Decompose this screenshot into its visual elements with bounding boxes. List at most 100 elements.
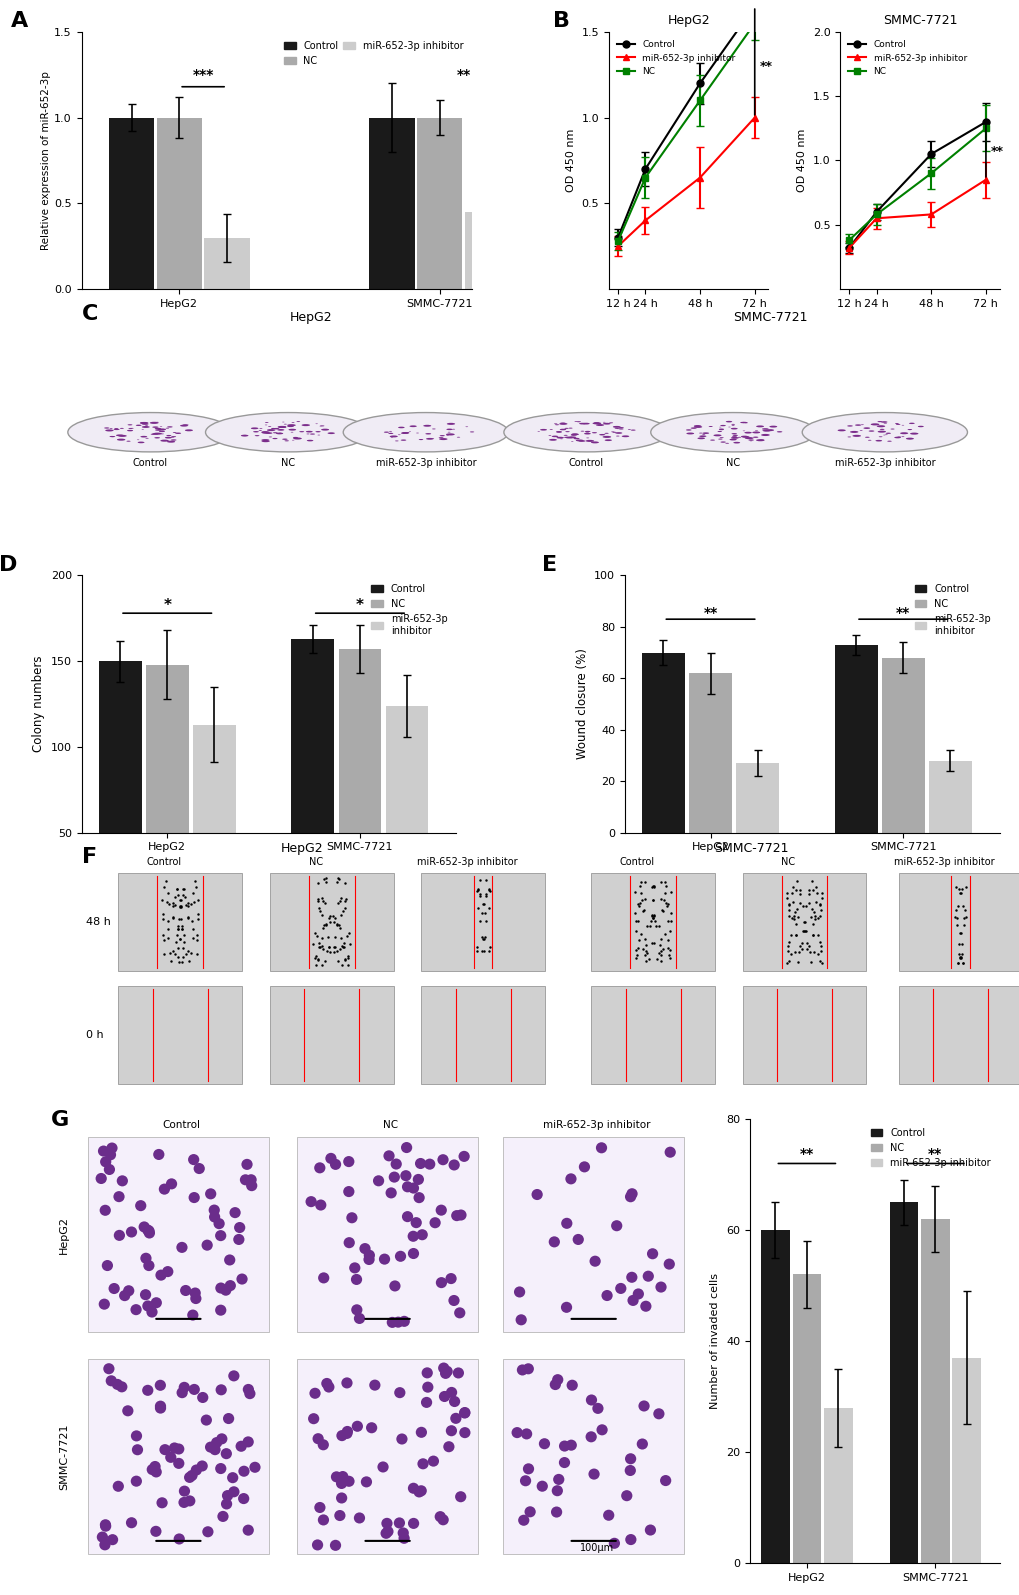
Ellipse shape bbox=[408, 1483, 419, 1495]
Ellipse shape bbox=[614, 1282, 626, 1294]
Ellipse shape bbox=[113, 1191, 124, 1203]
Ellipse shape bbox=[551, 435, 557, 437]
Ellipse shape bbox=[733, 442, 740, 443]
Ellipse shape bbox=[228, 1370, 239, 1381]
Ellipse shape bbox=[664, 1147, 676, 1158]
Ellipse shape bbox=[215, 1230, 226, 1241]
Ellipse shape bbox=[423, 424, 431, 427]
Ellipse shape bbox=[312, 1539, 323, 1550]
Text: NC: NC bbox=[781, 857, 795, 868]
Ellipse shape bbox=[318, 1514, 329, 1525]
Ellipse shape bbox=[141, 435, 147, 437]
FancyBboxPatch shape bbox=[591, 986, 714, 1083]
Text: B: B bbox=[552, 11, 570, 32]
Text: 0 h: 0 h bbox=[87, 1030, 104, 1040]
Ellipse shape bbox=[401, 432, 409, 434]
Ellipse shape bbox=[538, 1439, 549, 1450]
Ellipse shape bbox=[558, 1440, 570, 1451]
Ellipse shape bbox=[106, 1375, 117, 1386]
Bar bbox=[385, 705, 428, 919]
Ellipse shape bbox=[512, 1428, 523, 1439]
Ellipse shape bbox=[351, 1305, 362, 1316]
Ellipse shape bbox=[323, 1381, 334, 1392]
Ellipse shape bbox=[114, 1230, 125, 1241]
Ellipse shape bbox=[187, 1309, 199, 1321]
Ellipse shape bbox=[227, 1472, 238, 1483]
FancyBboxPatch shape bbox=[118, 872, 243, 971]
Text: SMMC-7721: SMMC-7721 bbox=[732, 311, 807, 324]
Ellipse shape bbox=[278, 426, 286, 427]
Ellipse shape bbox=[625, 1191, 636, 1203]
Ellipse shape bbox=[142, 423, 149, 424]
Bar bbox=[204, 238, 250, 289]
Ellipse shape bbox=[189, 1191, 200, 1203]
Ellipse shape bbox=[408, 1518, 419, 1530]
Ellipse shape bbox=[439, 1369, 450, 1380]
Bar bbox=[760, 1230, 789, 1563]
Ellipse shape bbox=[652, 1408, 663, 1420]
Ellipse shape bbox=[415, 1158, 426, 1169]
Ellipse shape bbox=[103, 1364, 114, 1375]
Ellipse shape bbox=[601, 1290, 612, 1302]
Ellipse shape bbox=[98, 1145, 109, 1156]
Ellipse shape bbox=[341, 1428, 353, 1439]
Ellipse shape bbox=[760, 434, 769, 435]
Ellipse shape bbox=[131, 1443, 143, 1455]
Text: *: * bbox=[356, 598, 364, 612]
Ellipse shape bbox=[277, 429, 284, 431]
Ellipse shape bbox=[614, 432, 622, 434]
Ellipse shape bbox=[454, 1209, 466, 1220]
Ellipse shape bbox=[612, 426, 621, 427]
Ellipse shape bbox=[242, 1160, 253, 1171]
Ellipse shape bbox=[142, 1225, 153, 1236]
Ellipse shape bbox=[731, 437, 738, 439]
Ellipse shape bbox=[68, 413, 233, 451]
Ellipse shape bbox=[190, 1287, 201, 1298]
Ellipse shape bbox=[160, 440, 168, 442]
Ellipse shape bbox=[122, 1405, 133, 1416]
Ellipse shape bbox=[329, 1160, 340, 1169]
Bar bbox=[338, 649, 381, 919]
Ellipse shape bbox=[220, 1448, 231, 1459]
Ellipse shape bbox=[390, 1158, 401, 1169]
Ellipse shape bbox=[413, 1487, 424, 1498]
Ellipse shape bbox=[663, 1258, 675, 1270]
FancyBboxPatch shape bbox=[591, 872, 714, 971]
Ellipse shape bbox=[165, 1451, 176, 1463]
FancyBboxPatch shape bbox=[898, 986, 1019, 1083]
Ellipse shape bbox=[246, 1180, 257, 1191]
Ellipse shape bbox=[215, 1282, 226, 1294]
Ellipse shape bbox=[592, 423, 601, 424]
Ellipse shape bbox=[150, 1526, 161, 1538]
Y-axis label: Number of invaded cells: Number of invaded cells bbox=[709, 1273, 719, 1408]
Ellipse shape bbox=[640, 1300, 651, 1311]
Ellipse shape bbox=[755, 426, 763, 427]
Ellipse shape bbox=[189, 1384, 200, 1396]
Text: Control: Control bbox=[569, 458, 603, 469]
Ellipse shape bbox=[755, 439, 764, 442]
Ellipse shape bbox=[335, 1479, 346, 1490]
Text: 100μm: 100μm bbox=[579, 1544, 613, 1554]
Ellipse shape bbox=[650, 413, 815, 451]
Ellipse shape bbox=[112, 1378, 123, 1389]
Ellipse shape bbox=[560, 1217, 572, 1228]
Ellipse shape bbox=[351, 1274, 362, 1286]
Ellipse shape bbox=[571, 434, 578, 435]
Ellipse shape bbox=[409, 426, 417, 427]
Ellipse shape bbox=[306, 431, 313, 432]
Ellipse shape bbox=[590, 442, 598, 443]
Ellipse shape bbox=[427, 1456, 438, 1467]
Ellipse shape bbox=[558, 423, 567, 424]
Ellipse shape bbox=[180, 1286, 192, 1297]
Ellipse shape bbox=[119, 1290, 130, 1302]
Ellipse shape bbox=[602, 435, 610, 439]
Ellipse shape bbox=[184, 429, 193, 431]
Bar bbox=[920, 1219, 949, 1563]
Bar bbox=[369, 118, 414, 289]
Ellipse shape bbox=[377, 1461, 388, 1472]
Ellipse shape bbox=[448, 1396, 460, 1407]
Ellipse shape bbox=[421, 1397, 432, 1408]
Ellipse shape bbox=[894, 437, 900, 439]
Ellipse shape bbox=[626, 1271, 637, 1282]
Ellipse shape bbox=[448, 1295, 460, 1306]
